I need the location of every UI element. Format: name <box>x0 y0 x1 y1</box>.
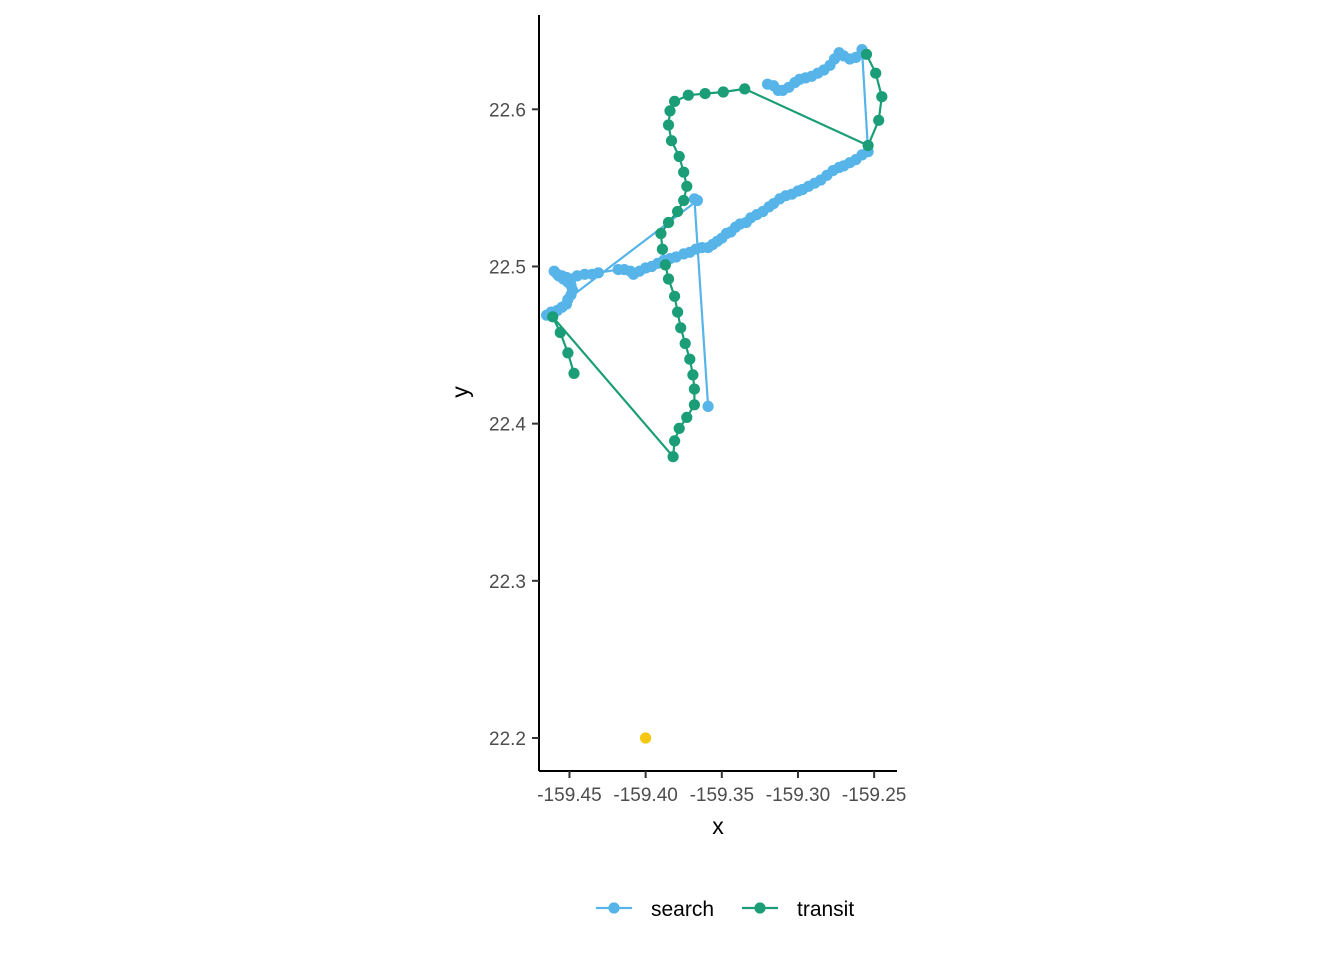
transit-point-21 <box>672 205 684 218</box>
marker-point-0 <box>640 732 652 744</box>
transit-point-23 <box>681 180 693 192</box>
transit-point-26 <box>665 135 678 147</box>
legend-key-point <box>754 902 766 914</box>
transit-point-2 <box>554 326 566 339</box>
transit-point-7 <box>681 411 693 423</box>
x-tick-label: -159.45 <box>537 785 601 806</box>
x-axis-title: x <box>712 813 724 839</box>
transit-point-8 <box>688 399 701 411</box>
search-series-line <box>545 48 870 408</box>
search-point-0 <box>702 400 714 412</box>
plot-area <box>541 44 888 744</box>
x-axis: -159.45 -159.40 -159.35 -159.30 -159.25 <box>537 770 906 806</box>
transit-point-9 <box>688 383 701 395</box>
x-tick-label: -159.25 <box>842 785 906 806</box>
transit-point-0 <box>568 367 580 379</box>
transit-point-22 <box>678 194 690 207</box>
transit-series-line <box>551 53 883 458</box>
y-axis: 22.2 22.3 22.4 22.5 22.6 <box>489 15 540 771</box>
transit-point-28 <box>664 105 676 117</box>
legend-label: search <box>651 898 714 921</box>
y-tick-label: 22.2 <box>489 729 526 750</box>
y-tick-label: 22.4 <box>489 415 526 436</box>
transit-point-15 <box>669 290 681 302</box>
search-point-86 <box>761 78 774 90</box>
transit-point-19 <box>655 227 667 240</box>
transit-point-14 <box>672 306 684 318</box>
transit-point-13 <box>675 322 687 334</box>
transit-point-33 <box>739 83 751 95</box>
transit-point-3 <box>547 311 559 323</box>
transit-point-5 <box>669 435 681 447</box>
legend-label: transit <box>797 898 854 921</box>
transit-point-34 <box>862 139 874 152</box>
transit-point-38 <box>860 48 873 60</box>
transit-point-31 <box>699 88 711 100</box>
transit-point-17 <box>659 259 672 271</box>
x-tick-label: -159.30 <box>766 785 830 806</box>
search-point-23 <box>592 267 605 279</box>
transit-point-1 <box>562 347 574 359</box>
x-tick-label: -159.40 <box>613 785 677 806</box>
legend: search transit <box>596 898 854 921</box>
y-tick-label: 22.6 <box>489 100 526 121</box>
transit-point-37 <box>870 67 882 79</box>
legend-item-search: search <box>596 898 714 921</box>
transit-point-35 <box>873 114 885 126</box>
transit-point-30 <box>682 89 694 101</box>
transit-point-36 <box>876 91 888 103</box>
y-tick-label: 22.3 <box>489 572 526 593</box>
y-axis-title: y <box>447 386 473 398</box>
x-tick-label: -159.35 <box>690 785 754 806</box>
transit-point-29 <box>669 95 681 107</box>
transit-point-10 <box>687 369 699 381</box>
y-tick-label: 22.5 <box>489 257 526 278</box>
transit-point-18 <box>656 243 669 255</box>
transit-point-32 <box>717 86 729 98</box>
legend-item-transit: transit <box>742 898 854 921</box>
search-point-2 <box>691 194 704 207</box>
legend-key-point <box>608 902 620 914</box>
transit-point-20 <box>662 216 675 229</box>
transit-point-12 <box>679 337 691 350</box>
transit-point-4 <box>667 451 679 463</box>
transit-point-27 <box>662 119 675 131</box>
transit-point-16 <box>662 273 675 285</box>
transit-point-11 <box>684 353 696 365</box>
transit-point-25 <box>673 150 685 163</box>
transit-point-6 <box>673 422 685 434</box>
transit-point-24 <box>678 166 690 178</box>
